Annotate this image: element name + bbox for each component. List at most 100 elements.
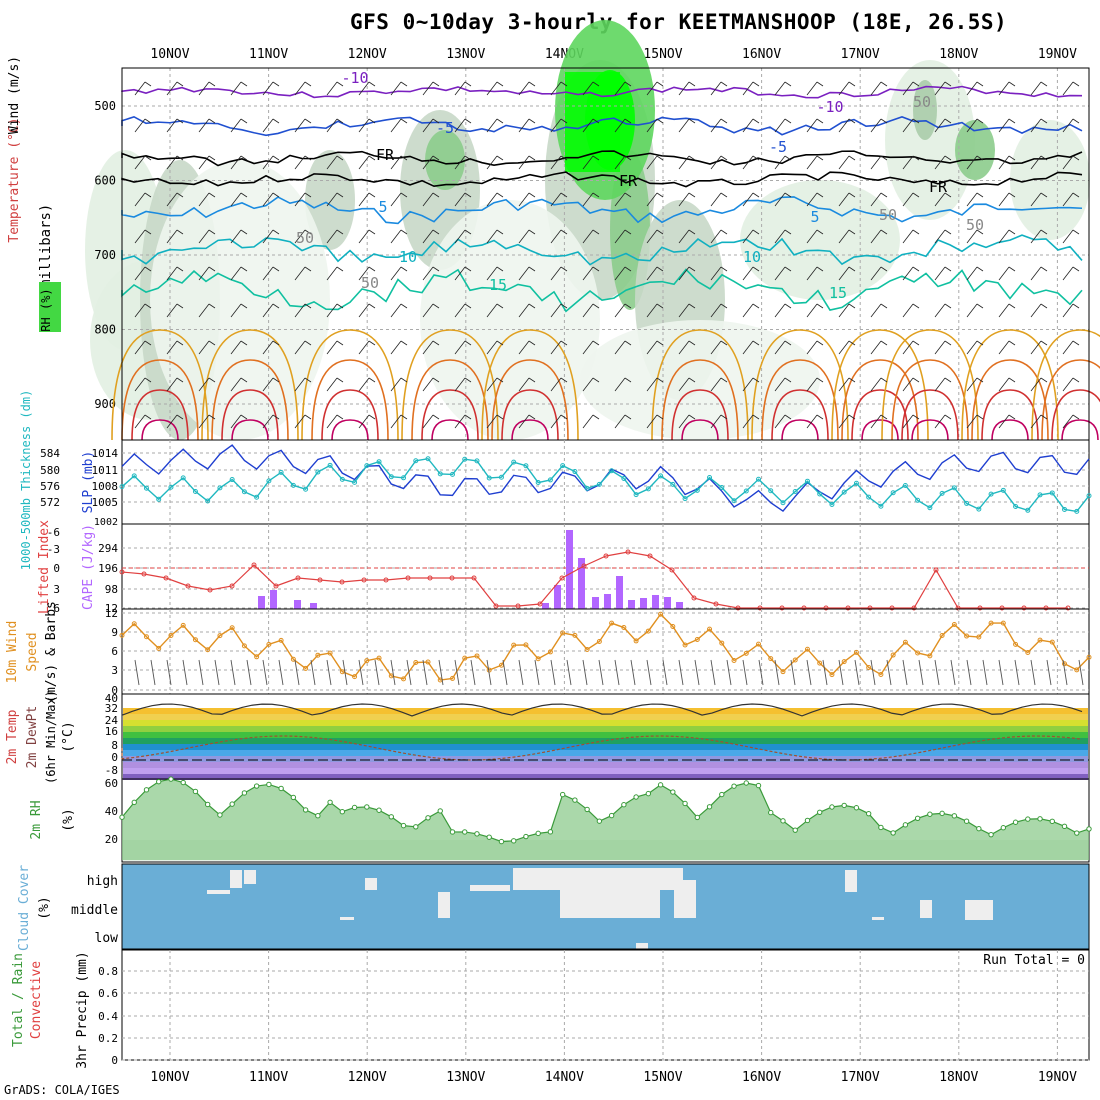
wind-barb bbox=[870, 303, 882, 318]
wind-barb bbox=[870, 340, 882, 355]
wind-barb-flag bbox=[464, 229, 472, 235]
cape-bar bbox=[542, 603, 549, 609]
wind-barb bbox=[902, 155, 914, 170]
wind-barb-flag bbox=[336, 155, 344, 161]
cloud-block bbox=[845, 870, 857, 892]
wind-barb bbox=[486, 229, 498, 244]
isotherm-warm-arc bbox=[851, 389, 909, 441]
wind-speed-line-marker bbox=[694, 637, 700, 643]
wind-barb bbox=[166, 377, 178, 392]
rh-marker bbox=[914, 815, 921, 821]
wind-barb-flag bbox=[816, 192, 824, 198]
wind-barb bbox=[326, 303, 338, 318]
wind-barb-flag bbox=[1040, 192, 1048, 198]
rh-marker bbox=[131, 799, 137, 806]
wind-barb bbox=[1062, 118, 1074, 133]
wind-barb bbox=[486, 340, 498, 355]
thickness-line-marker bbox=[645, 486, 651, 492]
wind-barb-flag bbox=[1040, 81, 1048, 87]
wind-barb-flag bbox=[752, 118, 760, 124]
wind-barb bbox=[1030, 229, 1042, 244]
ylabel-rh-1: 2m RH bbox=[29, 800, 44, 839]
wind-barb bbox=[326, 192, 338, 207]
wind-barb bbox=[230, 155, 242, 170]
thickness-line-marker bbox=[609, 468, 615, 474]
wind-barb-flag bbox=[976, 340, 984, 346]
wind-barb bbox=[614, 377, 626, 392]
wind-barb bbox=[134, 81, 146, 96]
wind-barb-flag bbox=[752, 414, 760, 420]
surface-wind-barb bbox=[326, 659, 332, 686]
ylabel-lifted-index: Lifted Index bbox=[37, 520, 52, 614]
rh-marker bbox=[168, 776, 174, 782]
temp-band bbox=[123, 720, 1088, 726]
wind-barb bbox=[166, 340, 178, 355]
wind-barb bbox=[646, 414, 658, 429]
thickness-line-marker bbox=[939, 490, 945, 496]
wind-barb bbox=[582, 414, 594, 429]
wind-speed-line-marker bbox=[180, 622, 186, 628]
wind-barb bbox=[646, 303, 658, 318]
surface-wind-barb bbox=[182, 659, 188, 686]
wind-barb bbox=[934, 266, 946, 281]
isotherm-warm-arc bbox=[321, 389, 379, 441]
wind-barb-flag bbox=[752, 377, 760, 383]
surface-wind-barb bbox=[1030, 659, 1036, 686]
wind-barb-flag bbox=[816, 155, 824, 161]
wind-barb-flag bbox=[496, 229, 504, 235]
wind-barb bbox=[550, 81, 562, 96]
wind-barb bbox=[998, 192, 1010, 207]
wind-barb bbox=[870, 229, 882, 244]
wind-barb bbox=[550, 377, 562, 392]
wind-barb-flag bbox=[592, 81, 600, 87]
wind-barb bbox=[902, 192, 914, 207]
wind-barb-flag bbox=[1040, 266, 1048, 272]
wind-barb-flag bbox=[688, 303, 696, 309]
isotherm-warm-arc bbox=[211, 359, 289, 441]
rh-marker bbox=[315, 813, 321, 819]
rh-legend-swatch bbox=[39, 282, 61, 332]
wind-barb-flag bbox=[592, 377, 600, 383]
wind-barb-flag bbox=[944, 155, 952, 161]
wind-barb-flag bbox=[848, 192, 856, 198]
wind-barb bbox=[806, 118, 818, 133]
precip-tick: 0.6 bbox=[98, 987, 118, 1000]
wind-barb bbox=[710, 303, 722, 318]
thickness-line-marker bbox=[633, 492, 639, 498]
contour-label: -10 bbox=[341, 69, 368, 87]
wind-barb-flag bbox=[272, 155, 280, 161]
wind-barb-flag bbox=[496, 266, 504, 272]
wind-barb bbox=[678, 229, 690, 244]
wind-barb-flag bbox=[496, 377, 504, 383]
wind-barb bbox=[262, 303, 274, 318]
temp-tick: 8 bbox=[111, 739, 118, 752]
thickness-line-marker bbox=[915, 497, 921, 503]
wind-barb bbox=[358, 229, 370, 244]
wind-barb-flag bbox=[144, 192, 152, 198]
wind-barb-flag bbox=[336, 303, 344, 309]
wind-barb bbox=[582, 192, 594, 207]
wind-barb-flag bbox=[720, 81, 728, 87]
thickness-line-marker bbox=[168, 484, 174, 490]
isotherm-warm-arc bbox=[1031, 329, 1100, 441]
wind-barb bbox=[422, 81, 434, 96]
wind-barb-flag bbox=[656, 229, 664, 235]
rh-marker bbox=[498, 838, 505, 845]
surface-wind-barb bbox=[662, 659, 668, 686]
wind-barb-flag bbox=[688, 340, 696, 346]
date-label-bottom: 13NOV bbox=[446, 1070, 485, 1085]
wind-barb bbox=[710, 155, 722, 170]
wind-barb-flag bbox=[752, 303, 760, 309]
wind-barb-flag bbox=[656, 377, 664, 383]
wind-barb-flag bbox=[912, 414, 920, 420]
wind-barb bbox=[966, 303, 978, 318]
wind-barb bbox=[198, 266, 210, 281]
wind-speed-line-marker bbox=[1062, 661, 1068, 667]
thickness-line-marker bbox=[951, 485, 957, 491]
wind-tick: 12 bbox=[105, 607, 118, 620]
wind-barb-flag bbox=[240, 340, 248, 346]
wind-barb-flag bbox=[816, 303, 824, 309]
wind-barb-flag bbox=[528, 377, 536, 383]
rh-marker bbox=[339, 809, 346, 815]
surface-wind-barb bbox=[790, 659, 796, 686]
